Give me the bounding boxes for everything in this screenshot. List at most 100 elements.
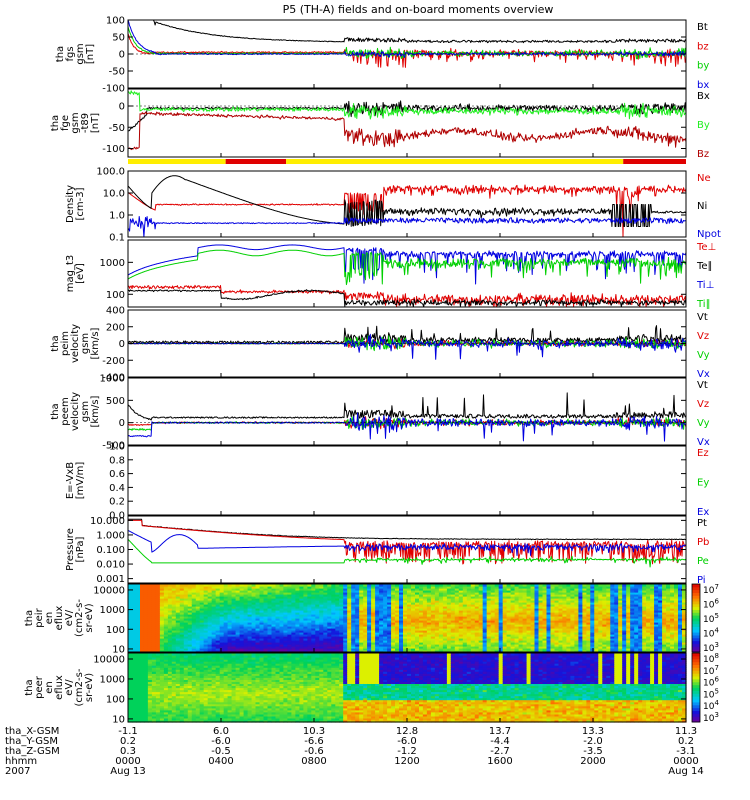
spectrogram-cell [331, 616, 336, 619]
spectrogram-cell [243, 604, 249, 607]
spectrogram-cell [438, 636, 444, 639]
spectrogram-cell [203, 588, 209, 591]
spectrogram-cell [454, 640, 460, 643]
spectrogram-cell [275, 626, 281, 629]
spectrogram-cell [355, 596, 360, 599]
spectrogram-cell [371, 648, 376, 651]
spectrogram-cell [355, 612, 360, 615]
spectrogram-cell [195, 594, 201, 597]
spectrogram-cell [215, 612, 221, 615]
spectrogram-cell [383, 604, 388, 607]
spectrogram-cell [163, 604, 169, 607]
spectrogram-cell [526, 624, 532, 627]
legend-label-Bt: Bt [697, 22, 708, 33]
spectrogram-cell [347, 608, 352, 611]
spectrogram-cell [434, 584, 440, 587]
spectrogram-cell [140, 624, 145, 627]
spectrogram-cell [622, 630, 627, 633]
spectrogram-cell [136, 628, 141, 631]
spectrogram-cell [658, 622, 663, 625]
spectrogram-cell [255, 648, 261, 651]
spectrogram-cell [670, 606, 675, 609]
spectrogram-cell [379, 590, 384, 593]
spectrogram-cell [654, 594, 659, 597]
spectrogram-cell [554, 590, 560, 593]
spectrogram-cell [315, 586, 320, 589]
spectrogram-cell [650, 616, 655, 619]
spectrogram-cell [654, 616, 659, 619]
spectrogram-cell [359, 636, 364, 639]
spectrogram-cell [419, 594, 424, 597]
spectrogram-cell [307, 608, 312, 611]
spectrogram-cell [151, 648, 157, 651]
spectrogram-cell [223, 612, 229, 615]
spectrogram-cell [287, 646, 292, 649]
spectrogram-cell [494, 604, 500, 607]
spectrogram-cell [179, 650, 185, 653]
spectrogram-cell [163, 594, 169, 597]
spectrogram-cell [227, 594, 233, 597]
spectrogram-cell [562, 646, 567, 649]
spectrogram-cell [602, 586, 607, 589]
spectrogram-cell [622, 614, 627, 617]
spectrogram-cell [550, 624, 556, 627]
spectrogram-cell [514, 620, 520, 623]
spectrogram-cell [510, 630, 516, 633]
spectrogram-cell [550, 596, 556, 599]
spectrogram-cell [187, 608, 193, 611]
spectrogram-cell [602, 632, 607, 635]
spectrogram-cell [311, 610, 316, 613]
spectrogram-cell [530, 604, 536, 607]
spectrogram-cell [187, 592, 193, 595]
spectrogram-cell [426, 612, 432, 615]
spectrogram-cell [526, 602, 532, 605]
spectrogram-cell [642, 640, 647, 643]
spectrogram-cell [578, 596, 583, 599]
spectrogram-cell [311, 618, 316, 621]
spectrogram-cell [518, 596, 524, 599]
spectrogram-cell [251, 594, 257, 597]
spectrogram-cell [434, 612, 440, 615]
spectrogram-cell [494, 634, 500, 637]
spectrogram-cell [558, 586, 564, 589]
spectrogram-cell [179, 648, 185, 651]
spectrogram-cell [287, 628, 292, 631]
spectrogram-cell [223, 630, 229, 633]
spectrogram-cell [522, 614, 528, 617]
spectrogram-cell [163, 608, 169, 611]
spectrogram-cell [275, 634, 281, 637]
spectrogram-cell [255, 588, 261, 591]
spectrogram-cell [506, 634, 512, 637]
spectrogram-cell [163, 586, 169, 589]
spectrogram-cell [546, 614, 552, 617]
spectrogram-cell [666, 618, 671, 621]
legend-label-Pe: Pe [697, 556, 709, 567]
y-axis-label: tha [55, 46, 66, 62]
spectrogram-cell [199, 610, 205, 613]
spectrogram-cell [670, 612, 675, 615]
spectrogram-cell [347, 594, 352, 597]
spectrogram-cell [255, 612, 261, 615]
spectrogram-cell [203, 646, 209, 649]
spectrogram-cell [430, 614, 436, 617]
spectrogram-cell [478, 632, 484, 635]
spectrogram-cell [630, 624, 635, 627]
spectrogram-cell [195, 650, 201, 653]
spectrogram-cell [422, 648, 428, 651]
spectrogram-cell [375, 610, 380, 613]
y-axis-label: fge [60, 115, 71, 131]
spectrogram-cell [275, 596, 281, 599]
spectrogram-cell [195, 584, 201, 587]
spectrogram-cell [311, 606, 316, 609]
spectrogram-cell [299, 646, 304, 649]
spectrogram-cell [132, 646, 137, 649]
spectrogram-cell [634, 594, 639, 597]
spectrogram-cell [446, 636, 452, 639]
spectrogram-cell [331, 618, 336, 621]
spectrogram-cell [554, 584, 560, 587]
spectrogram-cell [259, 620, 265, 623]
spectrogram-cell [195, 610, 201, 613]
spectrogram-cell [191, 600, 197, 603]
spectrogram-cell [538, 622, 544, 625]
spectrogram-cell [454, 604, 460, 607]
